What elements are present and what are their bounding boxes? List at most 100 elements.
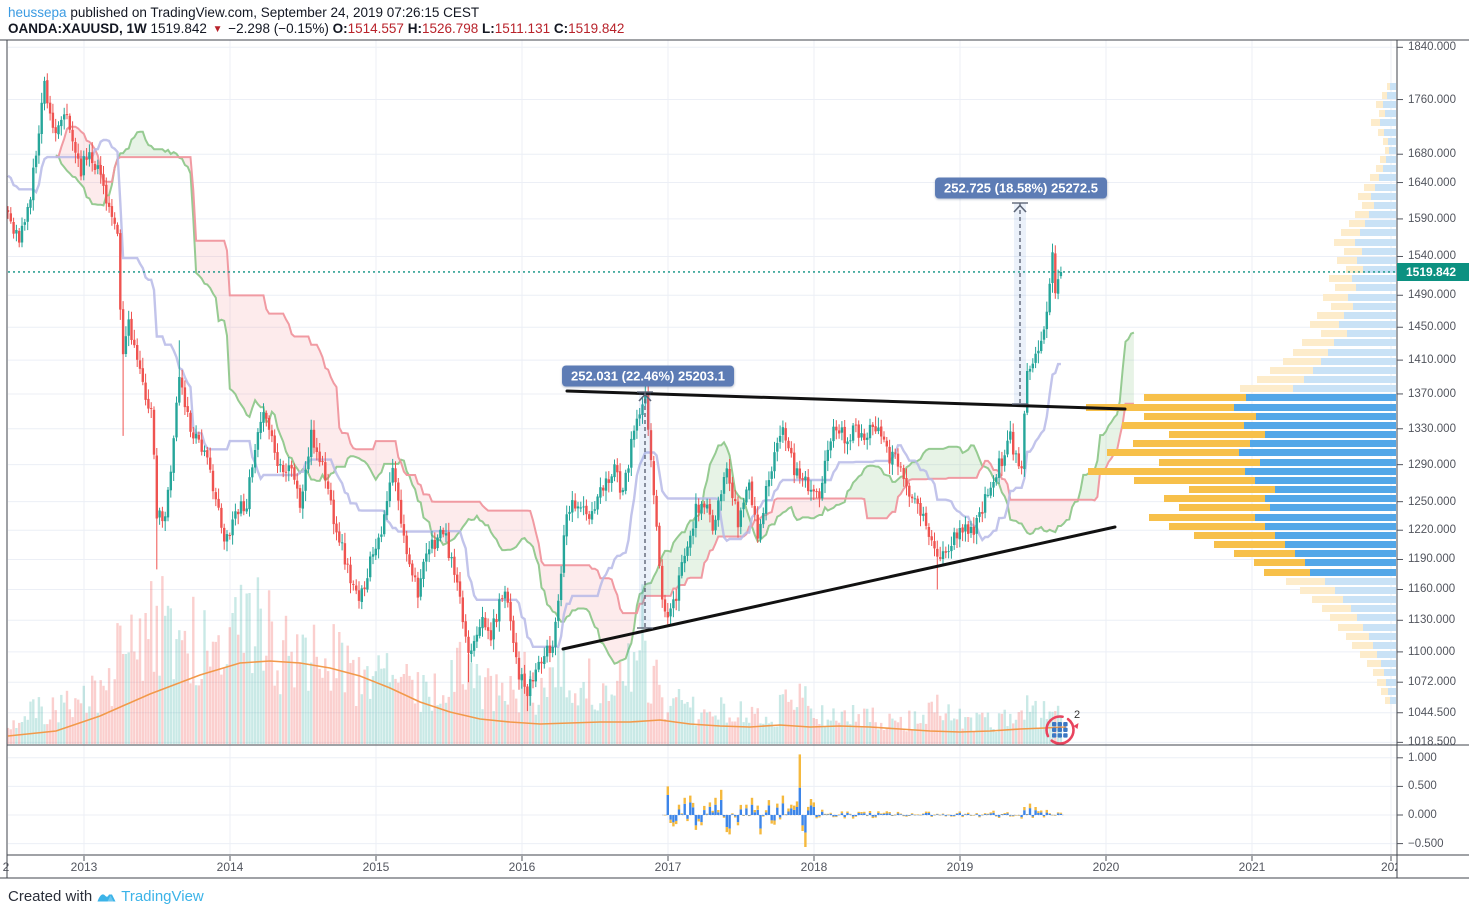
volume-bar bbox=[1012, 723, 1015, 744]
volume-bar bbox=[708, 711, 712, 744]
candle-body bbox=[456, 574, 459, 583]
volume-bar bbox=[287, 655, 290, 744]
indicator-bar-blue bbox=[722, 815, 726, 817]
volume-bar bbox=[624, 685, 627, 744]
volume-bar bbox=[405, 664, 408, 744]
candle-body bbox=[843, 426, 846, 444]
volume-bar bbox=[773, 726, 776, 744]
volume-bar bbox=[703, 709, 706, 744]
volume-bar bbox=[627, 643, 630, 744]
candle-body bbox=[703, 503, 706, 508]
volume-bar bbox=[675, 697, 678, 744]
indicator-bar-yellow bbox=[815, 817, 818, 819]
volume-bar bbox=[731, 721, 734, 744]
candle-body bbox=[871, 424, 874, 427]
volume-bar bbox=[245, 593, 248, 744]
trendline-1[interactable] bbox=[565, 389, 1127, 411]
candle-body bbox=[927, 527, 931, 537]
indicator-bar-yellow bbox=[728, 828, 731, 835]
indicator-bar-blue bbox=[1037, 813, 1040, 815]
indicator-bar-blue bbox=[731, 814, 734, 815]
measure-label-1[interactable]: 252.031 (22.46%) 25203.1 bbox=[562, 365, 734, 387]
stamp-grid-square bbox=[1063, 733, 1068, 738]
volume-bar bbox=[944, 713, 947, 744]
candle-body bbox=[248, 477, 251, 510]
indicator-bar-blue bbox=[739, 809, 742, 815]
volume-bar bbox=[385, 653, 389, 744]
symbol-name[interactable]: OANDA:XAUUSD, 1W bbox=[8, 21, 147, 36]
profile-bar-yellow bbox=[1321, 330, 1347, 337]
candle-body bbox=[874, 426, 877, 432]
volume-bar bbox=[919, 723, 922, 744]
indicator-bar-blue bbox=[964, 814, 967, 815]
candle-body bbox=[992, 482, 995, 488]
author-link[interactable]: heussepa bbox=[8, 5, 67, 20]
candle-body bbox=[599, 487, 602, 498]
candle-body bbox=[691, 528, 695, 536]
measure-tool-2[interactable] bbox=[1012, 202, 1028, 405]
indicator-bar-yellow bbox=[1031, 816, 1034, 818]
candle-body bbox=[888, 446, 891, 464]
volume-bar bbox=[242, 652, 245, 744]
indicator-bar-yellow bbox=[739, 804, 742, 810]
profile-bar-blue bbox=[1363, 266, 1396, 273]
price-axis[interactable]: 1840.000 1760.000 1680.000 1640.000 1590.000… bbox=[1397, 40, 1469, 878]
indicator-bar-blue bbox=[759, 815, 762, 829]
candle-body bbox=[517, 657, 521, 680]
indicator-bar-blue bbox=[776, 807, 779, 815]
candle-body bbox=[902, 468, 905, 480]
candle-body bbox=[217, 498, 220, 508]
volume-bar bbox=[453, 691, 456, 744]
indicator-bar-yellow bbox=[672, 822, 675, 827]
indicator-bar-yellow bbox=[784, 814, 787, 815]
volume-bar bbox=[947, 704, 950, 744]
price-tick-label: 1760.000 bbox=[1408, 93, 1456, 106]
candle-body bbox=[1012, 431, 1015, 455]
volume-bar bbox=[764, 716, 768, 744]
candles-layer bbox=[6, 73, 1063, 712]
volume-bar bbox=[714, 715, 717, 744]
profile-bar-yellow bbox=[1367, 660, 1381, 667]
candle-body bbox=[209, 457, 212, 470]
volume-bar bbox=[829, 720, 832, 744]
candle-body bbox=[930, 536, 933, 541]
profile-bar-yellow bbox=[1312, 596, 1343, 603]
volume-bar bbox=[413, 703, 417, 744]
candle-body bbox=[745, 489, 748, 503]
tradingview-brand-link[interactable]: TradingView bbox=[121, 888, 204, 905]
indicator-bar-yellow bbox=[880, 813, 883, 815]
profile-bar-blue bbox=[1352, 275, 1396, 282]
volume-bar bbox=[717, 719, 720, 744]
volume-bar bbox=[96, 712, 99, 744]
candle-body bbox=[877, 427, 880, 432]
profile-bar-yellow bbox=[1240, 385, 1293, 392]
candle-body bbox=[133, 339, 136, 346]
price-tick-label: 1044.500 bbox=[1408, 706, 1456, 719]
price-tick-label: 1330.000 bbox=[1408, 422, 1456, 435]
volume-bar bbox=[543, 687, 546, 744]
volume-bar bbox=[736, 717, 740, 744]
candle-body bbox=[124, 336, 128, 354]
time-axis[interactable]: 2 2013 2014 2015 2016 2017 2018 2019 2020 2021 202 bbox=[0, 856, 1397, 877]
price-tick-label: 1840.000 bbox=[1408, 41, 1456, 54]
candle-body bbox=[1017, 453, 1020, 467]
volume-bar bbox=[408, 675, 411, 744]
price-tick-label: 1450.000 bbox=[1408, 321, 1456, 334]
volume-bar bbox=[74, 698, 77, 744]
indicator-bar-blue bbox=[734, 815, 737, 817]
indicator-bar-yellow bbox=[1014, 815, 1018, 816]
measure-label-2[interactable]: 252.725 (18.58%) 25272.5 bbox=[935, 177, 1107, 199]
indicator-bar-blue bbox=[821, 811, 824, 815]
indicator-bar-blue bbox=[936, 814, 939, 815]
candle-body bbox=[885, 440, 888, 447]
measure-tool-1[interactable] bbox=[637, 391, 653, 629]
trendline-2[interactable] bbox=[561, 525, 1117, 651]
volume-bar bbox=[141, 680, 144, 744]
indicator-bar-yellow bbox=[781, 795, 785, 804]
indicator-bar-yellow bbox=[975, 813, 978, 815]
indicator-bar-yellow bbox=[720, 789, 723, 800]
volume-bar bbox=[992, 729, 995, 744]
candle-body bbox=[939, 557, 942, 559]
indicator-bar-yellow bbox=[697, 818, 700, 822]
